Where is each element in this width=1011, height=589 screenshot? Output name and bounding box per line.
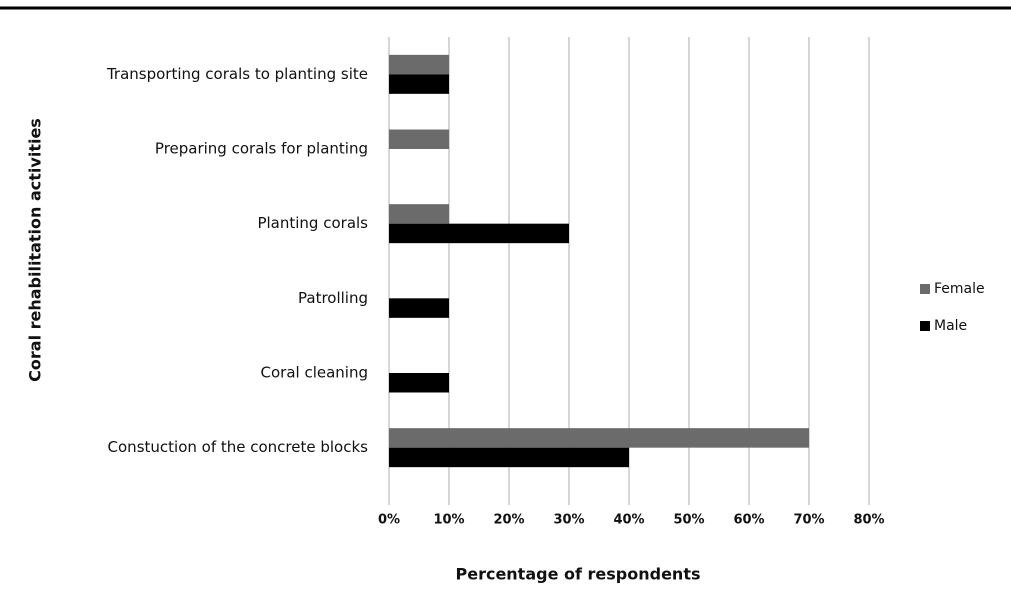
- bar: [389, 428, 809, 448]
- bar: [389, 129, 449, 149]
- bar: [389, 74, 449, 94]
- legend-swatch: [920, 284, 930, 294]
- x-tick-label: 70%: [793, 513, 824, 528]
- y-tick-label: Coral cleaning: [261, 364, 368, 382]
- bar: [389, 298, 449, 318]
- bar: [389, 204, 449, 224]
- x-tick-label: 80%: [853, 513, 884, 528]
- bar: [389, 373, 449, 393]
- y-tick-label: Constuction of the concrete blocks: [108, 438, 369, 456]
- y-tick-label: Planting corals: [257, 214, 368, 232]
- bar: [389, 447, 629, 468]
- bar: [389, 223, 569, 244]
- x-tick-label: 60%: [733, 513, 764, 528]
- y-tick-label: Transporting corals to planting site: [106, 65, 368, 83]
- x-tick-label: 40%: [613, 513, 644, 528]
- x-tick-label: 0%: [378, 513, 400, 528]
- bar: [389, 54, 449, 75]
- x-tick-label: 10%: [433, 513, 464, 528]
- y-tick-label: Patrolling: [298, 289, 368, 307]
- x-axis-title: Percentage of respondents: [455, 565, 700, 584]
- x-tick-label: 30%: [553, 513, 584, 528]
- y-tick-label: Preparing corals for planting: [155, 140, 368, 158]
- x-tick-label: 50%: [673, 513, 704, 528]
- y-axis-title: Coral rehabilitation activities: [26, 118, 45, 382]
- legend-swatch: [920, 321, 930, 331]
- legend-label: Female: [934, 281, 985, 297]
- legend-label: Male: [934, 318, 967, 334]
- x-tick-label: 20%: [493, 513, 524, 528]
